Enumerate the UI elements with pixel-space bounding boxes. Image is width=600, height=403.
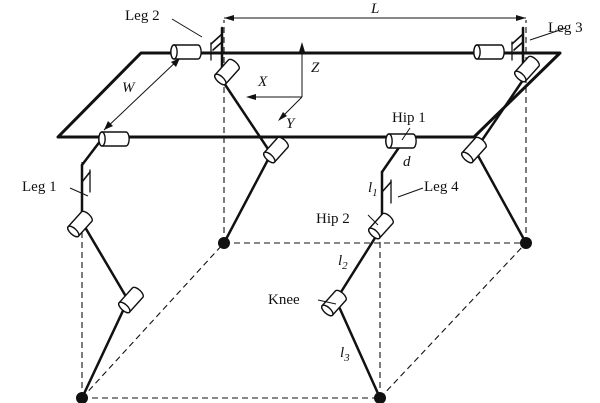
label-axis-Z: Z <box>311 60 320 76</box>
hip-1-leg-3-cylinder <box>473 44 505 60</box>
label-axis-Y: Y <box>286 116 296 132</box>
hip-1-leg-4-cylinder <box>385 133 417 149</box>
label-hip-2: Hip 2 <box>316 211 350 227</box>
hip-2-leg-2-cylinder <box>213 58 240 86</box>
knee-leg-1-cylinder <box>117 286 144 314</box>
dimension-W <box>103 57 181 131</box>
hip-1-leg-1-cylinder <box>98 131 130 147</box>
leg-1 <box>80 138 130 400</box>
label-leg-2: Leg 2 <box>125 8 160 24</box>
knee-leg-3-cylinder <box>460 136 487 164</box>
foot-leg-3 <box>520 237 532 249</box>
label-hip-1: Hip 1 <box>392 110 426 126</box>
label-leg-4: Leg 4 <box>424 179 459 195</box>
label-d: d <box>403 154 411 170</box>
leg-3 <box>472 26 528 245</box>
label-l2: l2 <box>338 253 348 272</box>
label-leg-1: Leg 1 <box>22 179 57 195</box>
feet <box>76 237 532 403</box>
foot-leg-1 <box>76 392 88 403</box>
label-leg-3: Leg 3 <box>548 20 583 36</box>
hip-2-leg-3-cylinder <box>513 55 540 83</box>
hip-2-leg-1-cylinder <box>66 210 93 238</box>
joint-cylinders <box>66 44 540 317</box>
body-plate <box>56 51 562 139</box>
ground-box <box>81 20 527 399</box>
label-dim-W: W <box>122 80 136 96</box>
coordinate-frame <box>246 42 305 121</box>
knee-leg-2-cylinder <box>262 136 289 164</box>
label-dim-L: L <box>370 1 379 17</box>
hip-2-leg-4-cylinder <box>367 212 394 240</box>
label-l1: l1 <box>368 180 378 199</box>
label-leaders <box>69 18 567 305</box>
label-knee: Knee <box>268 292 300 308</box>
dimension-L <box>224 15 526 21</box>
knee-leg-4-cylinder <box>320 289 347 317</box>
label-axis-X: X <box>257 74 268 90</box>
foot-leg-4 <box>374 392 386 403</box>
hip-1-leg-2-cylinder <box>170 44 202 60</box>
foot-leg-2 <box>218 237 230 249</box>
label-l3: l3 <box>340 345 350 364</box>
